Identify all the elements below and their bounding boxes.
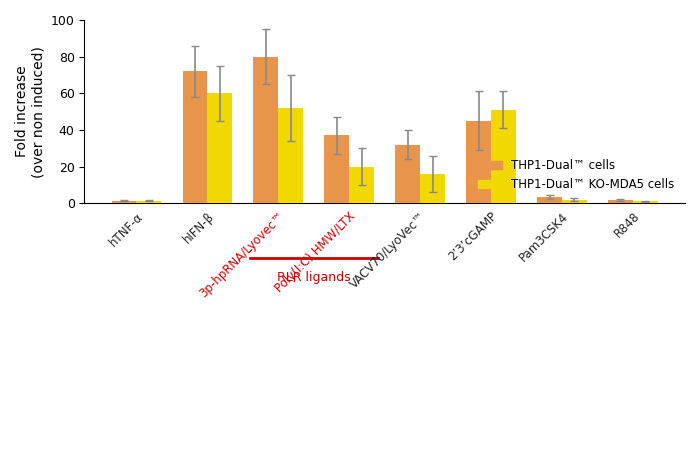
Bar (491, 110, 516, 203)
Bar (608, 200, 633, 203)
Bar (279, 108, 303, 203)
Text: VACV70/LyoVec™: VACV70/LyoVec™ (348, 210, 429, 291)
Bar (537, 197, 562, 203)
Bar (112, 201, 136, 203)
Text: Poly(I:C) HMW/LTX: Poly(I:C) HMW/LTX (273, 210, 358, 295)
Bar (466, 121, 491, 203)
Bar (136, 201, 161, 203)
Text: RLR ligands: RLR ligands (277, 271, 351, 284)
Text: hIFN-β: hIFN-β (181, 210, 216, 246)
Text: R848: R848 (611, 210, 642, 240)
Bar (207, 93, 232, 203)
Text: Pam3CSK4: Pam3CSK4 (517, 210, 571, 264)
Bar (324, 136, 349, 203)
Bar (253, 57, 279, 203)
Bar (183, 71, 207, 203)
Text: 3p-hpRNA/Lyovec™: 3p-hpRNA/Lyovec™ (197, 210, 288, 300)
Text: 2’3’cGAMP: 2’3’cGAMP (447, 210, 500, 264)
Bar (633, 202, 658, 203)
Text: hTNF-α: hTNF-α (106, 210, 146, 249)
Bar (395, 145, 420, 203)
Y-axis label: Fold increase
(over non induced): Fold increase (over non induced) (15, 46, 46, 177)
Bar (420, 174, 445, 203)
Legend: THP1-Dual™ cells, THP1-Dual™ KO-MDA5 cells: THP1-Dual™ cells, THP1-Dual™ KO-MDA5 cel… (473, 154, 679, 196)
Bar (562, 200, 587, 203)
Bar (349, 167, 374, 203)
